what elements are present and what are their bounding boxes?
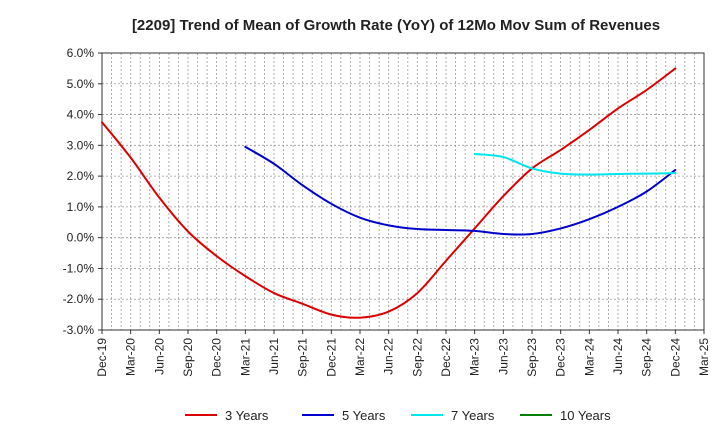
x-tick-label: Dec-21 [324, 338, 338, 377]
x-tick-label: Sep-23 [525, 338, 539, 377]
grid-layer [102, 53, 704, 330]
x-tick-label: Mar-22 [353, 338, 367, 376]
series-line-7-years [473, 152, 677, 176]
y-tick-label: 2.0% [67, 169, 95, 183]
x-tick-label: Mar-20 [124, 338, 138, 376]
y-tick-label: -2.0% [63, 292, 95, 306]
y-tick-label: 0.0% [67, 231, 95, 245]
x-tick-label: Dec-19 [95, 338, 109, 377]
y-tick-label: -3.0% [63, 323, 95, 337]
y-tick-label: -1.0% [63, 261, 95, 275]
x-tick-label: Mar-23 [468, 338, 482, 376]
x-tick-label: Sep-20 [181, 338, 195, 377]
legend-label: 3 Years [225, 408, 269, 423]
x-tick-label: Jun-24 [611, 338, 625, 375]
x-tick-label: Sep-24 [640, 338, 654, 377]
legend-item-7-years: 7 Years [411, 408, 495, 423]
series-layer [101, 67, 677, 319]
x-tick-label: Jun-21 [267, 338, 281, 375]
x-tick-label: Dec-20 [210, 338, 224, 377]
plot-frame [101, 52, 705, 331]
legend-item-3-years: 3 Years [185, 408, 269, 423]
x-tick-label: Jun-20 [152, 338, 166, 375]
x-tick-label: Mar-25 [697, 338, 711, 376]
x-tick-label: Mar-24 [582, 338, 596, 376]
series-line-3-years [101, 67, 677, 319]
legend-item-10-years: 10 Years [520, 408, 611, 423]
y-tick-label: 5.0% [67, 77, 95, 91]
x-tick-label: Dec-24 [668, 338, 682, 377]
y-tick-label: 6.0% [67, 46, 95, 60]
legend-label: 10 Years [560, 408, 611, 423]
y-tick-label: 3.0% [67, 138, 95, 152]
legend-label: 5 Years [342, 408, 386, 423]
chart-title: [2209] Trend of Mean of Growth Rate (YoY… [132, 17, 660, 34]
legend: 3 Years 5 Years 7 Years 10 Years [185, 408, 611, 423]
x-tick-label: Dec-22 [439, 338, 453, 377]
y-tick-label: 1.0% [67, 200, 95, 214]
x-tick-label: Jun-22 [382, 338, 396, 375]
series-line-5-years [244, 145, 677, 236]
legend-item-5-years: 5 Years [302, 408, 386, 423]
x-tick-label: Sep-21 [296, 338, 310, 377]
y-tick-label: 4.0% [67, 108, 95, 122]
axis-layer: 6.0% 5.0% 4.0% 3.0% 2.0% 1.0% 0.0% -1.0% -2.0% -3… [63, 46, 711, 377]
x-tick-label: Mar-21 [238, 338, 252, 376]
legend-label: 7 Years [451, 408, 495, 423]
x-tick-label: Dec-23 [554, 338, 568, 377]
x-tick-label: Sep-22 [410, 338, 424, 377]
x-tick-label: Jun-23 [496, 338, 510, 375]
